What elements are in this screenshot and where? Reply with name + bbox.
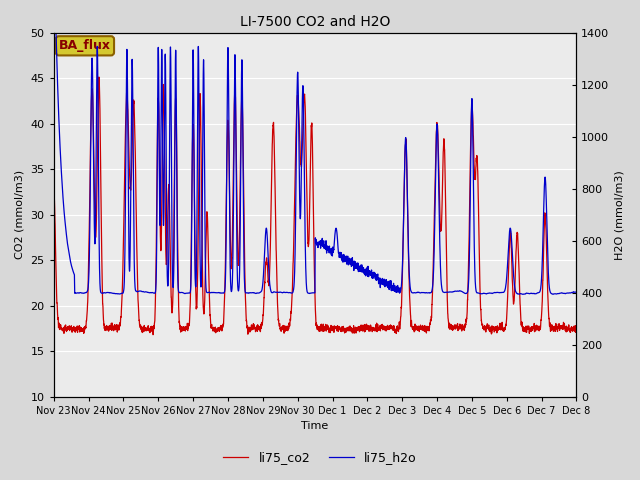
Text: BA_flux: BA_flux: [59, 39, 111, 52]
li75_co2: [480, 326, 488, 332]
li75_h2o: [479, 290, 487, 296]
li75_h2o: [50, 30, 58, 36]
li75_co2: [573, 324, 580, 329]
X-axis label: Time: Time: [301, 421, 329, 432]
li75_h2o: [145, 290, 152, 296]
li75_co2: [149, 332, 157, 337]
li75_co2: [440, 137, 448, 143]
li75_h2o: [573, 289, 580, 295]
li75_co2: [250, 323, 257, 328]
Line: li75_co2: li75_co2: [54, 77, 577, 335]
Title: LI-7500 CO2 and H2O: LI-7500 CO2 and H2O: [240, 15, 390, 29]
li75_h2o: [519, 291, 527, 297]
Legend: li75_co2, li75_h2o: li75_co2, li75_h2o: [218, 446, 422, 469]
li75_co2: [145, 326, 152, 332]
li75_h2o: [390, 283, 397, 289]
li75_co2: [50, 182, 58, 188]
Y-axis label: CO2 (mmol/m3): CO2 (mmol/m3): [15, 170, 25, 260]
Line: li75_h2o: li75_h2o: [54, 33, 577, 294]
Y-axis label: H2O (mmol/m3): H2O (mmol/m3): [615, 170, 625, 260]
li75_h2o: [250, 290, 257, 296]
li75_co2: [390, 324, 397, 329]
li75_h2o: [364, 264, 371, 270]
li75_co2: [95, 74, 103, 80]
li75_h2o: [440, 289, 447, 295]
li75_co2: [364, 324, 371, 330]
